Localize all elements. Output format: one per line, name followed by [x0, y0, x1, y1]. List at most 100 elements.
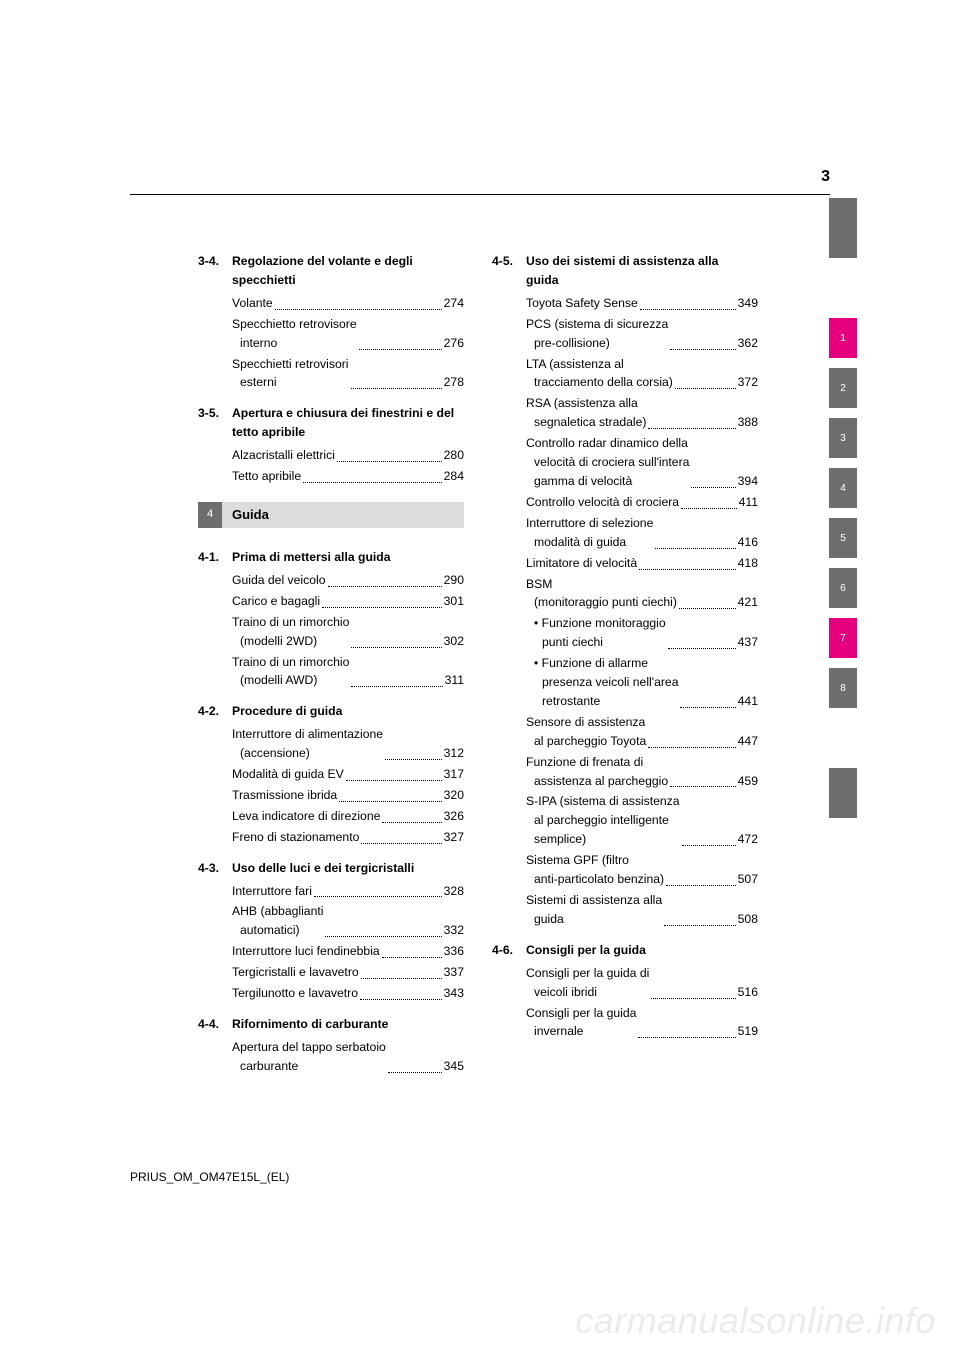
toc-entry: Tetto apribile 284	[232, 467, 464, 486]
entry-label: Carico e bagagli	[232, 592, 320, 611]
dot-leader	[655, 548, 735, 549]
section-4-5-head: 4-5. Uso dei sistemi di assistenza alla …	[492, 252, 758, 290]
entry-line2: segnaletica stradale)	[526, 413, 646, 432]
toc-entry: S-IPA (sistema di assistenza al parchegg…	[526, 792, 758, 849]
entry-page: 328	[444, 882, 464, 901]
entry-label: Controllo radar dinamico della velocità …	[526, 434, 689, 491]
dot-leader	[351, 686, 442, 687]
toc-entry: LTA (assistenza al tracciamento della co…	[526, 355, 758, 393]
entry-page: 284	[444, 467, 464, 486]
toc-entry: Alzacristalli elettrici 280	[232, 446, 464, 465]
entry-line2: veicoli ibridi	[526, 983, 649, 1002]
dot-leader	[682, 845, 736, 846]
entry-line1: Specchietti retrovisori	[232, 357, 349, 371]
entry-label: Traino di un rimorchio (modelli AWD)	[232, 653, 349, 691]
dot-leader	[681, 508, 736, 509]
entry-page: 312	[444, 744, 464, 763]
entry-page: 411	[739, 493, 758, 512]
entry-label: Alzacristalli elettrici	[232, 446, 335, 465]
dot-leader	[275, 309, 442, 310]
entry-line2: punti ciechi	[526, 633, 666, 652]
toc-entry: PCS (sistema di sicurezza pre-collisione…	[526, 315, 758, 353]
section-4-6-head: 4-6. Consigli per la guida	[492, 941, 758, 960]
entry-page: 276	[444, 334, 464, 353]
dot-leader	[360, 999, 442, 1000]
toc-entry: Controllo radar dinamico della velocità …	[526, 434, 758, 491]
entry-page: 372	[738, 373, 758, 392]
entry-label: • Funzione di allarme presenza veicoli n…	[526, 654, 678, 711]
entry-page: 302	[444, 632, 464, 651]
entry-line2: (modelli AWD)	[232, 671, 349, 690]
entry-label: Interruttore di alimentazione (accension…	[232, 725, 383, 763]
dot-leader	[648, 428, 735, 429]
section-3-4-entries: Volante 274 Specchietto retrovisore inte…	[232, 294, 464, 393]
entry-line3: retrostante	[526, 692, 678, 711]
entry-line1: Interruttore di selezione	[526, 516, 653, 530]
entry-page: 362	[738, 334, 758, 353]
section-4-2-entries: Interruttore di alimentazione (accension…	[232, 725, 464, 846]
entry-page: 280	[444, 446, 464, 465]
entry-label: Tetto apribile	[232, 467, 301, 486]
dot-leader	[322, 607, 442, 608]
entry-label: • Funzione monitoraggio punti ciechi	[526, 614, 666, 652]
toc-entry: Freno di stazionamento 327	[232, 828, 464, 847]
entry-label: Tergilunotto e lavavetro	[232, 984, 358, 1003]
entry-line2: automatici)	[232, 921, 323, 940]
toc-entry: Sistema GPF (filtro anti-particolato ben…	[526, 851, 758, 889]
entry-page: 336	[444, 942, 464, 961]
entry-label: Limitatore di velocità	[526, 554, 637, 573]
entry-page: 421	[738, 593, 758, 612]
dot-leader	[668, 648, 736, 649]
entry-label: Sistemi di assistenza alla guida	[526, 891, 662, 929]
chapter-title: Guida	[222, 502, 269, 528]
section-3-5-head: 3-5. Apertura e chiusura dei finestrini …	[198, 404, 464, 442]
entry-label: Leva indicatore di direzione	[232, 807, 380, 826]
entry-line1: • Funzione monitoraggio	[526, 614, 666, 633]
entry-line3: gamma di velocità	[526, 472, 689, 491]
entry-label: Modalità di guida EV	[232, 765, 344, 784]
entry-label: RSA (assistenza alla segnaletica stradal…	[526, 394, 646, 432]
section-title: Rifornimento di carburante	[232, 1015, 456, 1034]
entry-line1: Consigli per la guida	[526, 1006, 636, 1020]
dot-leader	[679, 608, 736, 609]
section-4-6-entries: Consigli per la guida di veicoli ibridi …	[526, 964, 758, 1042]
entry-label: Volante	[232, 294, 273, 313]
entry-label: Specchietto retrovisore interno	[232, 315, 357, 353]
entry-line2: assistenza al parcheggio	[526, 772, 668, 791]
section-title: Apertura e chiusura dei finestrini e del…	[232, 404, 456, 442]
entry-page: 345	[444, 1057, 464, 1076]
dot-leader	[638, 1037, 735, 1038]
entry-line2: tracciamento della corsia)	[526, 373, 673, 392]
dot-leader	[303, 482, 442, 483]
toc-entry: Traino di un rimorchio (modelli 2WD) 302	[232, 613, 464, 651]
toc-entry: Toyota Safety Sense 349	[526, 294, 758, 313]
dot-leader	[359, 349, 442, 350]
entry-page: 516	[738, 983, 758, 1002]
toc-entry: Tergilunotto e lavavetro 343	[232, 984, 464, 1003]
toc-entry: Tergicristalli e lavavetro 337	[232, 963, 464, 982]
entry-line2: modalità di guida	[526, 533, 653, 552]
section-4-3-head: 4-3. Uso delle luci e dei tergicristalli	[198, 859, 464, 878]
entry-line2: (monitoraggio punti ciechi)	[526, 593, 677, 612]
entry-line1: Traino di un rimorchio	[232, 655, 349, 669]
entry-label: Sistema GPF (filtro anti-particolato ben…	[526, 851, 664, 889]
entry-label: Specchietti retrovisori esterni	[232, 355, 349, 393]
section-4-1-head: 4-1. Prima di mettersi alla guida	[198, 548, 464, 567]
toc-entry: Funzione di frenata di assistenza al par…	[526, 753, 758, 791]
toc-entry: Sensore di assistenza al parcheggio Toyo…	[526, 713, 758, 751]
dot-leader	[346, 780, 442, 781]
entry-page: 317	[444, 765, 464, 784]
section-number: 3-4.	[198, 252, 232, 290]
entry-label: Interruttore di selezione modalità di gu…	[526, 514, 653, 552]
dot-leader	[670, 786, 736, 787]
entry-line2: esterni	[232, 373, 349, 392]
entry-page: 472	[738, 830, 758, 849]
section-number: 4-3.	[198, 859, 232, 878]
entry-line1: Sistema GPF (filtro	[526, 853, 629, 867]
toc-entry: AHB (abbaglianti automatici) 332	[232, 902, 464, 940]
entry-line1: BSM	[526, 577, 552, 591]
entry-page: 416	[738, 533, 758, 552]
entry-label: Guida del veicolo	[232, 571, 326, 590]
toc-entry: Traino di un rimorchio (modelli AWD) 311	[232, 653, 464, 691]
section-4-4-head: 4-4. Rifornimento di carburante	[198, 1015, 464, 1034]
